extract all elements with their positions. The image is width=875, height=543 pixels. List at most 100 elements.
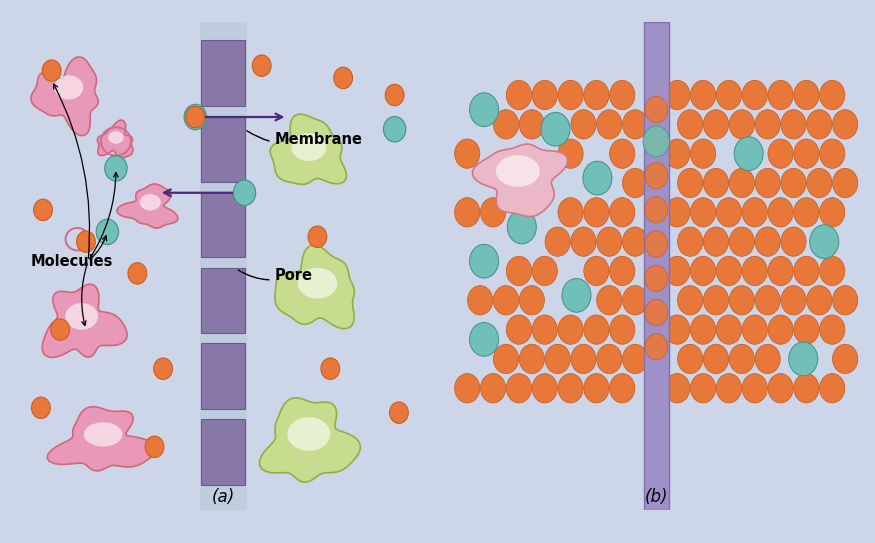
Ellipse shape [291, 133, 326, 161]
Circle shape [677, 286, 703, 315]
Circle shape [558, 139, 583, 168]
Circle shape [455, 374, 480, 403]
Circle shape [470, 93, 499, 127]
Circle shape [780, 286, 806, 315]
Circle shape [507, 256, 531, 286]
Circle shape [31, 397, 51, 419]
Circle shape [820, 139, 845, 168]
Circle shape [755, 227, 780, 256]
Circle shape [704, 227, 729, 256]
Circle shape [794, 80, 819, 110]
Circle shape [788, 342, 818, 376]
Circle shape [597, 344, 622, 374]
Polygon shape [270, 114, 346, 185]
Circle shape [455, 198, 480, 227]
Polygon shape [473, 144, 568, 217]
Circle shape [717, 315, 741, 344]
Ellipse shape [287, 417, 331, 451]
Circle shape [154, 358, 172, 380]
Circle shape [622, 286, 648, 315]
Circle shape [704, 286, 729, 315]
Circle shape [558, 198, 583, 227]
Circle shape [186, 106, 205, 128]
Circle shape [820, 374, 845, 403]
Circle shape [755, 110, 780, 139]
Circle shape [545, 227, 570, 256]
FancyBboxPatch shape [201, 343, 245, 409]
Circle shape [507, 315, 531, 344]
Circle shape [76, 231, 95, 252]
Circle shape [832, 168, 858, 198]
Circle shape [470, 244, 499, 278]
Circle shape [597, 227, 622, 256]
Circle shape [562, 279, 591, 312]
Ellipse shape [66, 303, 98, 330]
Circle shape [677, 168, 703, 198]
Circle shape [541, 112, 570, 146]
Circle shape [665, 198, 690, 227]
Polygon shape [117, 184, 178, 228]
Circle shape [645, 197, 668, 223]
Circle shape [807, 110, 832, 139]
Circle shape [597, 110, 622, 139]
Circle shape [145, 436, 164, 458]
Circle shape [645, 162, 668, 189]
Circle shape [321, 358, 340, 380]
Circle shape [493, 110, 519, 139]
FancyBboxPatch shape [201, 419, 245, 484]
Circle shape [755, 286, 780, 315]
Circle shape [645, 333, 668, 360]
Circle shape [820, 80, 845, 110]
Ellipse shape [496, 155, 540, 187]
Circle shape [610, 256, 635, 286]
Circle shape [96, 219, 118, 244]
Circle shape [832, 110, 858, 139]
Polygon shape [31, 57, 98, 136]
Circle shape [597, 286, 622, 315]
Circle shape [690, 80, 716, 110]
Circle shape [677, 227, 703, 256]
Circle shape [570, 344, 596, 374]
FancyBboxPatch shape [201, 268, 245, 333]
Circle shape [545, 344, 570, 374]
Circle shape [780, 227, 806, 256]
Circle shape [717, 80, 741, 110]
Circle shape [742, 198, 767, 227]
Circle shape [470, 323, 499, 356]
Circle shape [234, 180, 255, 205]
Circle shape [584, 80, 609, 110]
Circle shape [584, 198, 609, 227]
Circle shape [558, 80, 583, 110]
Circle shape [665, 139, 690, 168]
Circle shape [832, 344, 858, 374]
Circle shape [704, 344, 729, 374]
Text: Pore: Pore [238, 268, 312, 283]
Circle shape [584, 256, 609, 286]
Polygon shape [97, 120, 133, 157]
Circle shape [742, 80, 767, 110]
Circle shape [532, 256, 557, 286]
Circle shape [665, 374, 690, 403]
Circle shape [128, 263, 147, 284]
Polygon shape [47, 407, 156, 471]
Circle shape [809, 225, 839, 258]
Text: (a): (a) [212, 488, 235, 506]
Circle shape [519, 110, 544, 139]
Circle shape [42, 60, 61, 81]
FancyBboxPatch shape [201, 40, 245, 106]
Circle shape [610, 315, 635, 344]
Circle shape [532, 315, 557, 344]
Circle shape [677, 344, 703, 374]
Circle shape [820, 256, 845, 286]
Circle shape [383, 117, 406, 142]
Circle shape [729, 344, 754, 374]
Circle shape [690, 256, 716, 286]
Circle shape [794, 374, 819, 403]
Polygon shape [42, 285, 127, 357]
Circle shape [794, 256, 819, 286]
Circle shape [645, 128, 668, 155]
Circle shape [570, 110, 596, 139]
Circle shape [729, 110, 754, 139]
Circle shape [742, 256, 767, 286]
Circle shape [570, 227, 596, 256]
